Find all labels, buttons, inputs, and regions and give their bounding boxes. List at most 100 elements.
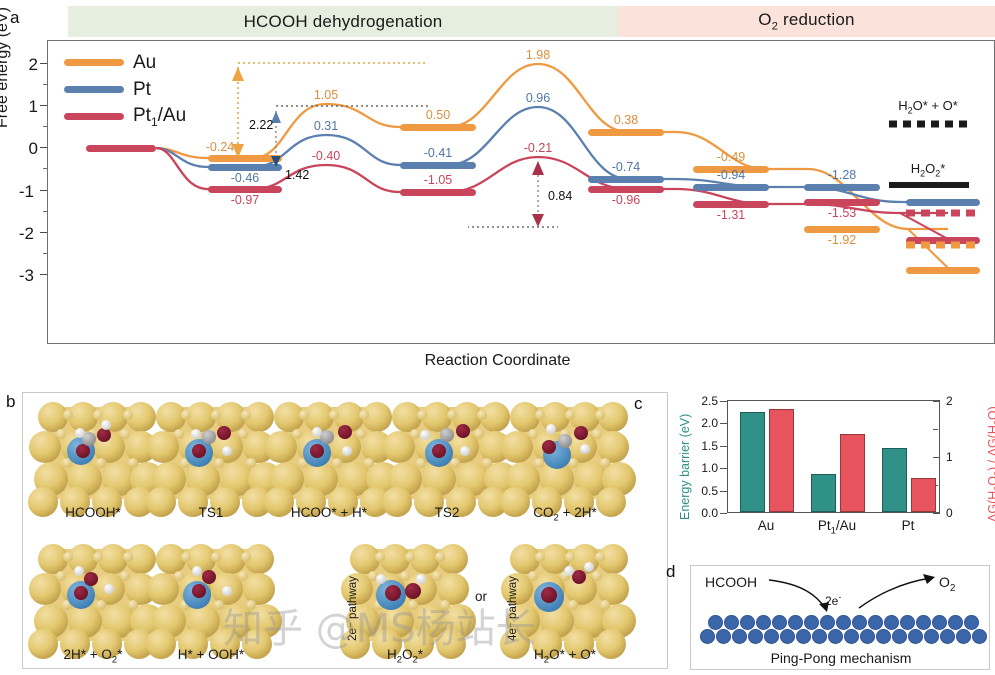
panel-a-free-energy-diagram: a HCOOH dehydrogenation O2 reduction Fre… <box>0 6 995 369</box>
atom <box>812 629 827 644</box>
c-mark-l3 <box>720 446 727 448</box>
barrier-value-au: 2.22 <box>249 118 274 132</box>
c-ylabel-right: ΔG(H2O2) / ΔG(H2O) <box>986 406 995 522</box>
c-category-au: Au <box>757 518 775 533</box>
state-bar-initial <box>86 145 156 152</box>
band-hcooh-dehydrogenation: HCOOH dehydrogenation <box>68 6 618 37</box>
value-pt-ts1: 0.31 <box>313 119 339 133</box>
c-tick-left-2.0: 2.0 <box>701 416 718 430</box>
atom <box>756 615 771 630</box>
value-au-ts1: 1.05 <box>313 88 339 102</box>
ytick-m2: -2 <box>18 224 34 243</box>
atom <box>796 629 811 644</box>
d-label-hcooh: HCOOH <box>705 574 758 590</box>
c-category-pt1au: Pt1/Au <box>817 518 857 537</box>
c-tick-right-0: 0 <box>946 506 953 520</box>
atom <box>876 629 891 644</box>
ytick-m3: -3 <box>18 266 34 285</box>
bar-pt1au-energy-barrier <box>811 474 836 512</box>
state-bar-pt-ooh <box>804 184 880 191</box>
atom <box>700 629 715 644</box>
c-mark-r1 <box>933 457 940 459</box>
atom <box>868 615 883 630</box>
ytick-mark-2 <box>40 63 48 65</box>
barrier-value-pt1au: 0.84 <box>548 189 573 203</box>
atom <box>772 615 787 630</box>
d-arrows <box>768 574 935 612</box>
panel-a-letter: a <box>10 8 20 27</box>
value-au-co2: 0.38 <box>613 113 639 127</box>
atom <box>972 629 987 644</box>
atom <box>964 615 979 630</box>
ref-label-h2o2: H2O2* <box>910 161 946 179</box>
panel-c-bar-chart: Energy barrier (eV) ΔG(H2O2) / ΔG(H2O) 2… <box>668 392 995 557</box>
ref-label-h2o-o: H2O* + O* <box>898 98 958 116</box>
struct-caption-2h-o2: 2H* + O2* <box>63 647 123 666</box>
barrier-arrow-pt1au <box>468 161 558 228</box>
value-pt1au-ts1: -0.40 <box>311 149 341 163</box>
state-bar-pt1au-o2 <box>693 201 769 208</box>
legend-item-pt: Pt <box>64 76 186 103</box>
bar-au-energy-barrier <box>740 412 765 512</box>
atom <box>724 615 739 630</box>
struct-caption-co2: CO2 + 2H* <box>533 505 597 524</box>
ytick-minor-2 <box>43 126 48 128</box>
bar-pt1au-dg-ratio <box>840 434 865 512</box>
value-pt1au-ooh: -1.53 <box>827 206 857 220</box>
atom <box>732 629 747 644</box>
value-au-hcoo: 0.50 <box>425 108 451 122</box>
state-bar-au-o2 <box>693 166 769 173</box>
state-bar-pt1au-co2 <box>588 186 664 193</box>
x-axis-label: Reaction Coordinate <box>424 352 571 369</box>
value-pt-ooh: -1.28 <box>827 168 857 182</box>
c-tick-right-1: 1 <box>946 450 953 464</box>
value-pt-o2: -0.94 <box>716 168 746 182</box>
legend-label-pt1au: Pt1/Au <box>133 104 187 129</box>
panel-c-letter: c <box>634 394 643 413</box>
c-tick-right-2: 2 <box>946 394 953 408</box>
atom <box>820 615 835 630</box>
value-pt1au-hcooh: -0.97 <box>230 193 260 207</box>
struct-caption-h2o2: H2O2* <box>386 647 424 666</box>
plot-frame: Au Pt Pt1/Au <box>47 40 995 344</box>
atom <box>892 629 907 644</box>
legend-label-au: Au <box>133 51 157 73</box>
value-pt1au-co2: -0.96 <box>611 193 641 207</box>
c-mark-l4 <box>720 423 727 425</box>
ytick-0: 0 <box>28 139 38 158</box>
ytick-2: 2 <box>28 55 38 74</box>
panel-d-letter: d <box>666 562 676 581</box>
pathway-label-2e: 2e⁻ pathway <box>347 576 359 641</box>
value-pt-co2: -0.74 <box>611 160 641 174</box>
struct-caption-ts2: TS2 <box>434 505 460 520</box>
state-bar-pt1au-hcoo <box>400 189 476 196</box>
band-o2-reduction: O2 reduction <box>618 6 995 37</box>
value-pt1au-hcoo: -1.05 <box>423 173 453 187</box>
ytick-minor-5 <box>43 253 48 255</box>
c-mark-r15 <box>933 429 938 431</box>
value-pt1au-o2: -1.31 <box>716 208 746 222</box>
state-bar-pt-final <box>906 199 980 206</box>
state-bar-au-co2 <box>588 129 664 136</box>
bar-pt-energy-barrier <box>882 448 907 512</box>
final-dashed-bars <box>906 209 980 249</box>
ytick-minor-3 <box>43 168 48 170</box>
atom <box>836 615 851 630</box>
atom <box>844 629 859 644</box>
ref-solid-line <box>889 182 969 188</box>
legend-label-pt: Pt <box>133 78 151 100</box>
struct-caption-h-ooh: H* + OOH* <box>177 647 245 662</box>
atom-row-bottom <box>700 629 988 644</box>
panel-b-atomic-structures: HCOOH* TS1 HCOO* + H* TS2 CO2 + 2H* 2H* … <box>22 392 668 669</box>
value-pt1au-ts2: -0.21 <box>523 141 553 155</box>
state-bar-au-final <box>906 267 980 274</box>
ytick-minor-1 <box>43 84 48 86</box>
value-au-hcooh: -0.24 <box>205 140 235 154</box>
c-tick-left-2.5: 2.5 <box>701 394 718 408</box>
structure-images <box>28 402 636 659</box>
ytick-mark-0 <box>40 147 48 149</box>
c-ylabel-left: Energy barrier (eV) <box>678 413 692 520</box>
ytick-mark-m1 <box>40 190 48 192</box>
atom <box>852 615 867 630</box>
value-au-o2: -0.49 <box>716 150 746 164</box>
